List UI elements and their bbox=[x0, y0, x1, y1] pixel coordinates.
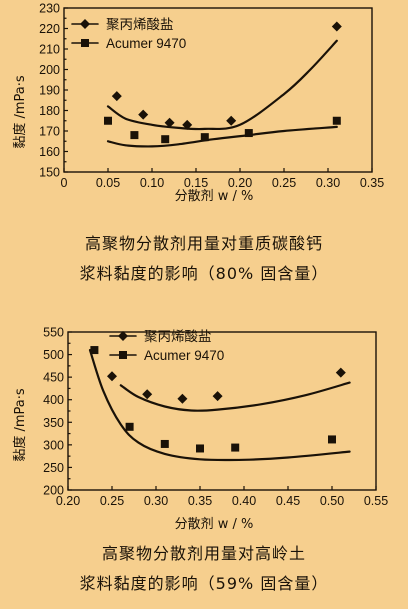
data-point-square bbox=[244, 129, 253, 138]
data-point-diamond bbox=[177, 393, 188, 404]
data-point-square bbox=[90, 346, 99, 355]
y-axis-title: 黏度 /mPa·s bbox=[12, 75, 28, 149]
data-point-diamond bbox=[226, 115, 237, 126]
legend-label: Acumer 9470 bbox=[144, 348, 224, 363]
data-point-square bbox=[332, 116, 341, 125]
y-tick-label: 160 bbox=[39, 145, 60, 159]
x-tick-label: 0 bbox=[61, 176, 68, 190]
data-point-square bbox=[161, 135, 170, 144]
caption-chart1-line1: 高聚物分散剂用量对重质碳酸钙 bbox=[84, 234, 323, 253]
y-tick-label: 350 bbox=[43, 416, 64, 430]
caption-chart2-line1: 高聚物分散剂用量对高岭土 bbox=[101, 544, 306, 563]
x-axis-title: 分散剂 w / % bbox=[175, 189, 254, 204]
y-tick-label: 400 bbox=[43, 393, 64, 407]
y-tick-label: 210 bbox=[39, 43, 60, 57]
y-tick-label: 220 bbox=[39, 22, 60, 36]
data-point-diamond bbox=[331, 21, 342, 32]
x-tick-label: 0.55 bbox=[364, 494, 388, 508]
chart-kaolin: 0.20 0.25 0.30 0.35 0.40 0.45 0.50 0.55 200 250 30… bbox=[12, 326, 388, 533]
x-tick-label: 0.20 bbox=[56, 494, 80, 508]
y-tick-label: 180 bbox=[39, 104, 60, 118]
data-point-diamond bbox=[182, 119, 193, 130]
x-tick-label: 0.35 bbox=[188, 494, 212, 508]
data-point-diamond bbox=[138, 109, 149, 120]
x-tick-label: 0.45 bbox=[276, 494, 300, 508]
data-point-diamond bbox=[212, 391, 223, 402]
y-tick-label: 550 bbox=[43, 326, 64, 340]
legend-marker-diamond bbox=[80, 19, 90, 29]
y-tick-label: 150 bbox=[39, 166, 60, 180]
data-point-diamond bbox=[107, 371, 117, 382]
data-point-diamond bbox=[142, 389, 153, 400]
data-point-diamond bbox=[164, 117, 175, 128]
legend-label: Acumer 9470 bbox=[106, 36, 186, 51]
y-tick-label: 250 bbox=[43, 461, 64, 475]
data-point-square bbox=[125, 422, 134, 431]
y-tick-label: 300 bbox=[43, 438, 64, 452]
x-axis-title: 分散剂 w / % bbox=[175, 517, 254, 532]
legend-label: 聚丙烯酸盐 bbox=[144, 329, 212, 345]
x-tick-label: 0.30 bbox=[144, 494, 168, 508]
x-tick-label: 0.15 bbox=[184, 176, 208, 190]
chart-heavy-calcium-carbonate: 0 0.05 0.10 0.15 0.20 0.25 0.30 0.35 150 160 170 18… bbox=[12, 2, 384, 205]
y-axis-title: 黏度 /mPa·s bbox=[12, 388, 28, 462]
data-point-square bbox=[231, 443, 240, 452]
x-tick-label: 0.50 bbox=[320, 494, 344, 508]
legend-label: 聚丙烯酸盐 bbox=[106, 17, 174, 33]
data-point-square bbox=[200, 133, 209, 142]
fit-line-diamond bbox=[106, 39, 338, 131]
data-point-diamond bbox=[335, 367, 346, 378]
x-tick-label: 0.30 bbox=[316, 176, 340, 190]
legend-marker-diamond bbox=[118, 331, 128, 341]
y-tick-label: 200 bbox=[39, 63, 60, 77]
y-tick-label: 200 bbox=[43, 484, 64, 498]
data-point-square bbox=[328, 435, 336, 444]
x-tick-label: 0.20 bbox=[228, 176, 252, 190]
x-tick-label: 0.05 bbox=[96, 176, 120, 190]
fit-line-square bbox=[88, 349, 351, 462]
x-tick-label: 0.25 bbox=[272, 176, 296, 190]
data-point-square bbox=[160, 439, 169, 448]
y-tick-label: 170 bbox=[39, 125, 60, 139]
caption-chart2-line2: 浆料黏度的影响（59% 固含量） bbox=[79, 574, 329, 593]
data-point-square bbox=[104, 116, 112, 125]
data-point-square bbox=[196, 444, 204, 453]
y-tick-label: 450 bbox=[43, 371, 64, 385]
x-tick-label: 0.10 bbox=[140, 176, 164, 190]
x-tick-label: 0.40 bbox=[232, 494, 256, 508]
x-tick-label: 0.35 bbox=[360, 176, 384, 190]
y-tick-label: 230 bbox=[39, 2, 60, 16]
caption-chart1-line2: 浆料黏度的影响（80% 固含量） bbox=[79, 264, 329, 283]
fit-line-square bbox=[106, 125, 338, 148]
fit-line-diamond bbox=[119, 381, 351, 412]
legend-marker-square bbox=[119, 351, 127, 359]
y-tick-label: 190 bbox=[39, 84, 60, 98]
data-point-square bbox=[130, 131, 139, 140]
x-tick-label: 0.25 bbox=[100, 494, 124, 508]
data-point-diamond bbox=[111, 91, 122, 102]
y-tick-label: 500 bbox=[43, 348, 64, 362]
legend-marker-square bbox=[81, 39, 89, 47]
